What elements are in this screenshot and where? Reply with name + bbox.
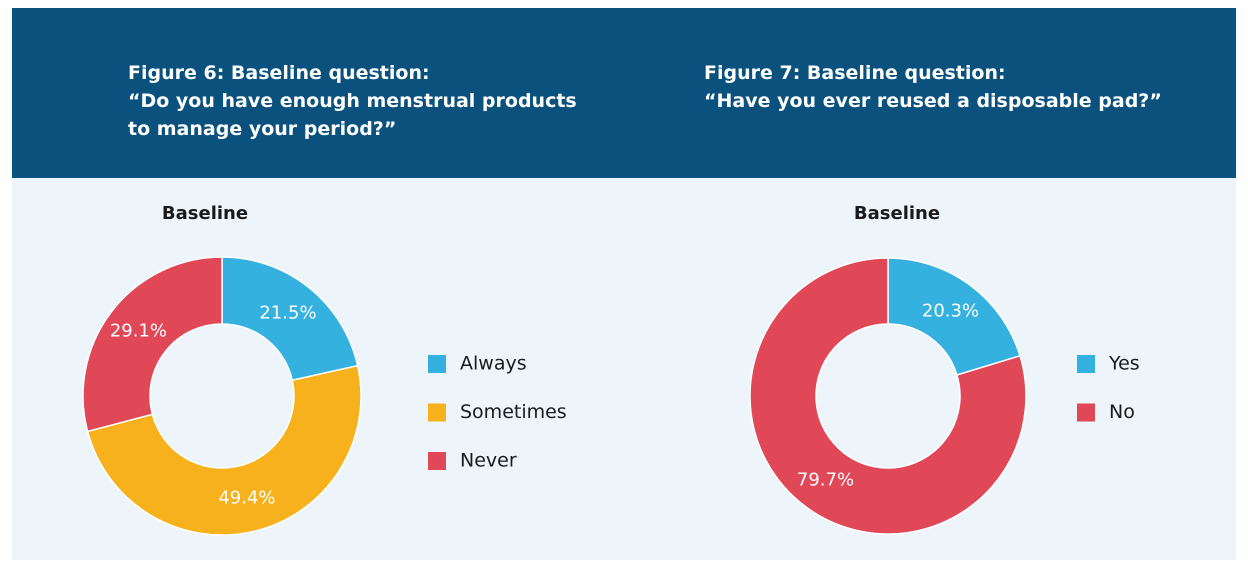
data-label: 21.5% [259,303,316,324]
legend-label: No [1109,401,1135,423]
chart-label: Baseline [162,203,248,224]
chart-subtitle: “Do you have enough menstrual products t… [128,90,577,140]
data-label: 49.4% [218,488,275,509]
legend-swatch [1077,403,1095,422]
legend-swatch [428,403,446,422]
data-label: 29.1% [110,321,167,342]
data-label: 79.7% [797,469,854,490]
legend-swatch [428,452,446,470]
chart-title: Figure 6: Baseline question: [128,62,430,84]
legend-label: Sometimes [460,401,567,423]
chart-subtitle: “Have you ever reused a disposable pad?” [704,90,1162,112]
legend-label: Never [460,450,517,472]
donut-segment [887,257,1021,376]
legend-label: Yes [1108,353,1140,375]
data-label: 20.3% [922,301,979,322]
donut-segment [749,257,1027,535]
legend-label: Always [460,353,527,375]
donut-segment [86,364,362,536]
legend-swatch [428,355,446,373]
header [12,8,1236,178]
donut-segment [221,256,359,382]
legend-swatch [1077,355,1095,373]
chart-label: Baseline [854,203,940,224]
donut-segment [82,256,223,433]
chart-title: Figure 7: Baseline question: [704,62,1006,84]
